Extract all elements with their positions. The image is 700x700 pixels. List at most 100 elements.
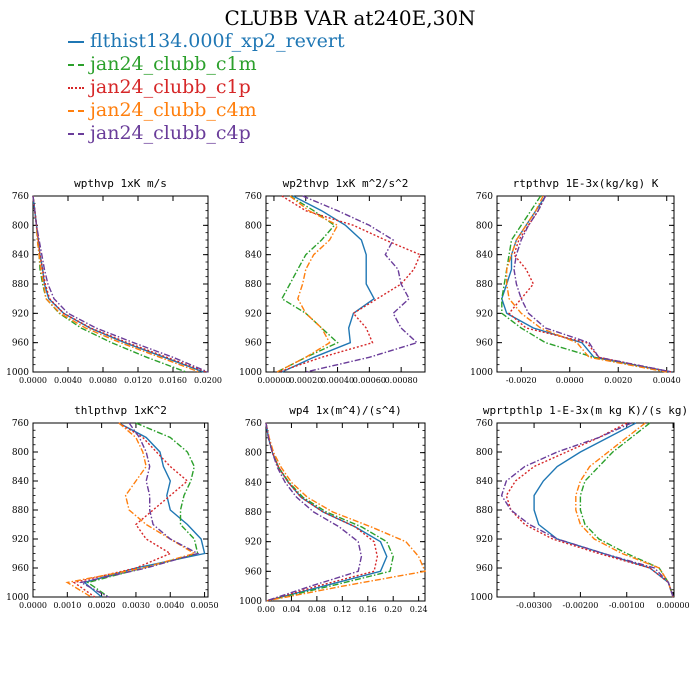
y-tick-label: 760 [476, 419, 493, 429]
x-tick-label: 0.16 [359, 605, 377, 614]
x-tick-label: 0.00000 [657, 601, 690, 610]
x-tick-label: 0.0020 [604, 376, 632, 385]
x-tick-label: 0.0000 [556, 376, 584, 385]
y-tick-label: 800 [476, 448, 493, 458]
y-tick-label: 880 [476, 506, 493, 516]
x-tick-label: 0.0030 [122, 601, 150, 610]
series-line [78, 422, 200, 598]
series-line [278, 195, 422, 373]
legend-item: jan24_clubb_c4p [68, 122, 345, 145]
legend-item: jan24_clubb_c1p [68, 76, 345, 99]
series-line [65, 422, 197, 598]
y-tick-label: 840 [245, 251, 262, 261]
y-tick-label: 920 [245, 538, 262, 548]
series-line [276, 195, 339, 373]
x-tick-label: 0.0040 [156, 601, 184, 610]
legend-swatch [68, 87, 84, 89]
series-line [32, 195, 200, 373]
y-tick-label: 960 [245, 339, 262, 349]
y-tick-label: 960 [12, 564, 29, 574]
x-tick-label: 0.00020 [289, 376, 322, 385]
x-tick-label: 0.00040 [321, 376, 354, 385]
plot-frame [32, 422, 209, 598]
y-tick-label: 800 [245, 221, 262, 231]
series-line [501, 195, 672, 373]
series-line [500, 422, 674, 598]
y-tick-label: 840 [12, 251, 29, 261]
series-line [86, 422, 199, 598]
x-tick-label: 0.24 [410, 605, 428, 614]
series-line [32, 195, 209, 373]
series-line [505, 422, 674, 598]
y-tick-label: 880 [245, 280, 262, 290]
legend-swatch [68, 41, 84, 43]
legend-label: jan24_clubb_c1m [90, 53, 257, 75]
y-tick-label: 760 [12, 192, 29, 202]
series-line [265, 422, 426, 602]
y-tick-label: 880 [12, 506, 29, 516]
chart-title: wp2thvp 1xK m^2/s^2 [283, 177, 409, 190]
legend-item: flthist134.000f_xp2_revert [68, 30, 345, 53]
series-line [265, 422, 388, 602]
y-tick-label: 920 [12, 309, 29, 319]
chart-panel: wp4 1x(m^4)/(s^4)76080084088092096010000… [239, 404, 427, 614]
series-line [513, 195, 672, 373]
y-tick-label: 840 [12, 477, 29, 487]
series-line [508, 195, 672, 373]
x-tick-label: -0.0020 [506, 376, 537, 385]
y-tick-label: 760 [476, 192, 493, 202]
x-tick-label: 0.0200 [194, 376, 222, 385]
y-tick-label: 840 [476, 477, 493, 487]
y-tick-label: 1000 [239, 597, 262, 607]
x-tick-label: -0.00200 [563, 601, 599, 610]
legend-item: jan24_clubb_c1m [68, 53, 345, 76]
y-tick-label: 960 [12, 339, 29, 349]
chart-title: thlpthvp 1xK^2 [74, 404, 167, 417]
chart-title: wp4 1x(m^4)/(s^4) [289, 404, 402, 417]
plot-frame [265, 422, 426, 602]
y-tick-label: 1000 [470, 368, 493, 378]
chart-panel: rtpthvp 1E-3x(kg/kg) K 760 800 840 880 920 960… [470, 177, 681, 385]
x-tick-label: -0.00100 [609, 601, 645, 610]
x-tick-label: 0.0160 [159, 376, 187, 385]
y-tick-label: 800 [476, 221, 493, 231]
x-tick-label: 0.08 [308, 605, 326, 614]
x-tick-label: 0.0120 [124, 376, 152, 385]
series-line [32, 195, 204, 373]
series-line [276, 195, 339, 373]
x-tick-label: 0.04 [283, 605, 301, 614]
y-tick-label: 800 [12, 448, 29, 458]
legend-label: jan24_clubb_c4m [90, 99, 257, 121]
series-line [579, 422, 674, 598]
x-tick-label: 0.0010 [53, 601, 81, 610]
chart-panel: wpthvp 1xK m/s76080084088092096010000.00… [6, 177, 222, 385]
y-tick-label: 880 [245, 508, 262, 518]
y-tick-label: 1000 [470, 593, 493, 603]
x-tick-label: 0.0040 [653, 376, 681, 385]
legend-label: jan24_clubb_c4p [90, 122, 251, 144]
chart-title: wpthvp 1xK m/s [74, 177, 167, 190]
legend: flthist134.000f_xp2_revert jan24_clubb_c… [68, 30, 345, 145]
plot-frame [32, 195, 209, 373]
x-tick-label: 0.00080 [385, 376, 418, 385]
legend-label: flthist134.000f_xp2_revert [90, 30, 345, 52]
chart-title: rtpthvp 1E-3x(kg/kg) K [513, 177, 659, 190]
y-tick-label: 840 [476, 251, 493, 261]
y-tick-label: 1000 [6, 368, 29, 378]
y-tick-label: 1000 [239, 368, 262, 378]
chart-panel: wprtpthlp 1-E-3x(m kg K)/(s kg) 760 800 840… [470, 404, 690, 610]
series-line [32, 195, 207, 373]
figure-title: CLUBB VAR at240E,30N [224, 6, 476, 30]
x-tick-label: 0.20 [384, 605, 402, 614]
x-tick-label: -0.00300 [516, 601, 552, 610]
y-tick-label: 960 [476, 339, 493, 349]
legend-swatch [68, 133, 84, 135]
y-tick-label: 880 [476, 280, 493, 290]
series-line [506, 195, 667, 373]
legend-label: jan24_clubb_c1p [90, 76, 251, 98]
y-tick-label: 920 [476, 309, 493, 319]
x-tick-label: 0.0080 [89, 376, 117, 385]
legend-item: jan24_clubb_c4m [68, 99, 345, 122]
y-tick-label: 880 [12, 280, 29, 290]
